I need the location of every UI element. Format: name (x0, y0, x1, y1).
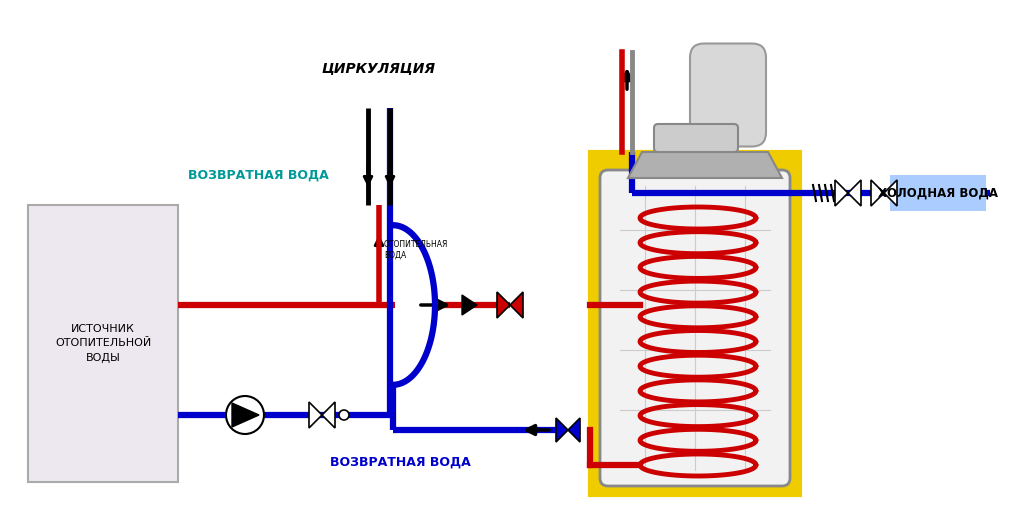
Polygon shape (835, 180, 848, 206)
Polygon shape (556, 418, 568, 442)
Polygon shape (871, 180, 884, 206)
Text: ВОЗВРАТНАЯ ВОДА: ВОЗВРАТНАЯ ВОДА (187, 169, 329, 181)
Polygon shape (497, 292, 510, 318)
FancyBboxPatch shape (890, 175, 986, 211)
Polygon shape (309, 402, 322, 428)
Text: ХОЛОДНАЯ ВОДА: ХОЛОДНАЯ ВОДА (878, 187, 998, 200)
FancyBboxPatch shape (600, 170, 790, 486)
Circle shape (226, 396, 264, 434)
Polygon shape (848, 180, 861, 206)
Polygon shape (884, 180, 897, 206)
Polygon shape (568, 418, 580, 442)
Circle shape (339, 410, 349, 420)
Polygon shape (462, 295, 477, 315)
Bar (28, 205, 178, 482)
Polygon shape (628, 152, 782, 178)
Text: ВОЗВРАТНАЯ ВОДА: ВОЗВРАТНАЯ ВОДА (330, 455, 470, 469)
Text: ОТОПИТЕЛЬНАЯ
ВОДА: ОТОПИТЕЛЬНАЯ ВОДА (384, 240, 449, 260)
Polygon shape (322, 402, 335, 428)
Polygon shape (232, 403, 259, 427)
FancyBboxPatch shape (654, 124, 738, 152)
FancyBboxPatch shape (690, 44, 766, 147)
Text: ЦИРКУЛЯЦИЯ: ЦИРКУЛЯЦИЯ (322, 61, 436, 75)
Polygon shape (510, 292, 523, 318)
Bar (590, 152, 800, 495)
Text: ИСТОЧНИК
ОТОПИТЕЛЬНОЙ
ВОДЫ: ИСТОЧНИК ОТОПИТЕЛЬНОЙ ВОДЫ (55, 324, 152, 363)
